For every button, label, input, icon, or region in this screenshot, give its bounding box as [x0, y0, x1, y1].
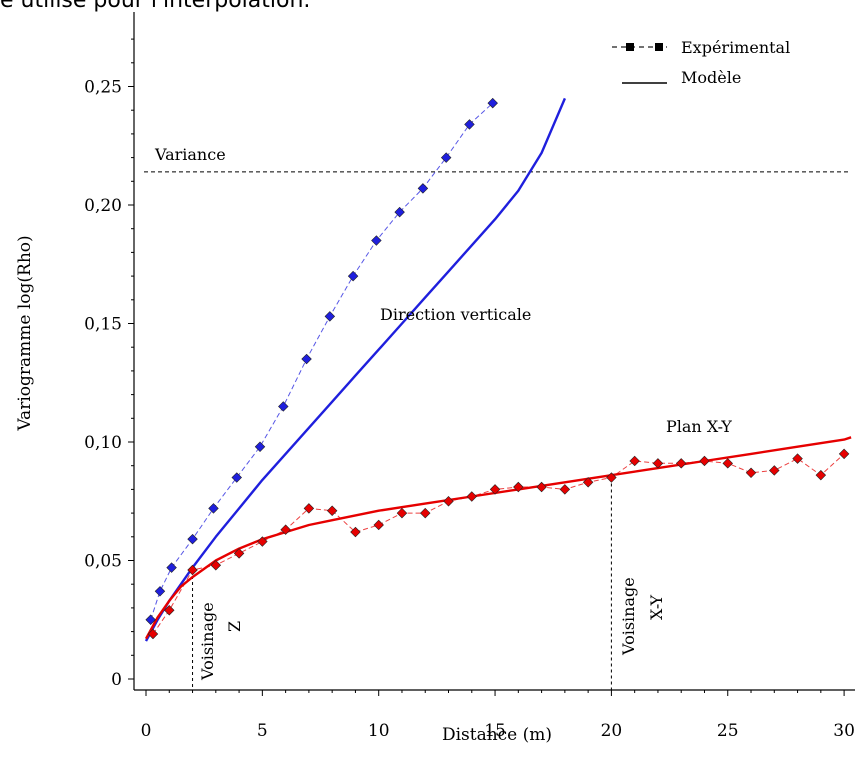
experimental-point-plan-xy — [582, 477, 594, 488]
experimental-point-plan-xy — [373, 519, 384, 531]
voisinage-xy-label: Voisinage — [619, 577, 638, 656]
experimental-point-vertical — [324, 311, 336, 322]
experimental-point-vertical — [278, 401, 289, 412]
model-curve-vertical — [144, 97, 567, 642]
experimental-point-vertical — [487, 97, 498, 109]
x-tick-label: 5 — [257, 721, 268, 741]
x-tick-label: 10 — [368, 721, 390, 741]
model-curves — [144, 97, 852, 642]
y-tick-label: 0,25 — [84, 78, 122, 98]
x-tick-label: 15 — [484, 721, 506, 741]
x-tick-label: 20 — [601, 721, 623, 741]
experimental-point-plan-xy — [420, 507, 431, 519]
y-axis-label: Variogramme log(Rho) — [15, 235, 35, 431]
x-tick-label: 30 — [833, 721, 855, 741]
voisinage-xy-suffix: X-Y — [647, 595, 666, 620]
experimental-point-vertical — [154, 586, 166, 597]
experimental-point-plan-xy — [280, 524, 291, 535]
y-tick-label: 0,05 — [84, 552, 122, 572]
experimental-point-plan-xy — [838, 448, 850, 460]
legend-model-label: Modèle — [681, 68, 741, 87]
experimental-point-vertical — [254, 441, 266, 452]
experimental-line-vertical — [150, 102, 494, 620]
experimental-point-vertical — [187, 533, 198, 545]
legend-experimental-marker — [655, 43, 663, 51]
experimental-point-vertical — [417, 183, 429, 194]
axes: 0 0,05 0,10 0,15 0,20 0,25 0 5 10 15 20 25 30 — [84, 12, 855, 741]
legend-experimental-marker — [626, 43, 634, 51]
voisinage-z-label: Voisinage — [198, 602, 217, 681]
experimental-point-plan-xy — [699, 455, 710, 467]
experimental-point-plan-xy — [559, 484, 571, 495]
experimental-point-plan-xy — [675, 458, 687, 469]
experimental-series — [145, 97, 850, 640]
experimental-line-plan-xy — [152, 453, 845, 635]
experimental-point-plan-xy — [513, 481, 524, 493]
experimental-point-plan-xy — [536, 481, 547, 493]
experimental-point-plan-xy — [629, 455, 640, 467]
experimental-point-plan-xy — [396, 507, 408, 519]
experimental-point-plan-xy — [164, 605, 175, 616]
voisinage-z-suffix: Z — [225, 621, 244, 632]
experimental-point-plan-xy — [792, 453, 803, 464]
x-tick-label: 0 — [141, 721, 152, 741]
experimental-point-plan-xy — [210, 560, 222, 571]
experimental-point-vertical — [145, 614, 156, 625]
y-tick-label: 0,20 — [84, 196, 122, 216]
experimental-point-plan-xy — [466, 491, 478, 502]
experimental-point-plan-xy — [652, 458, 664, 469]
experimental-point-vertical — [208, 503, 219, 514]
experimental-point-plan-xy — [257, 536, 268, 547]
experimental-point-plan-xy — [443, 496, 454, 507]
experimental-point-plan-xy — [606, 472, 617, 483]
experimental-point-plan-xy — [350, 526, 361, 538]
experimental-point-vertical — [347, 270, 359, 282]
x-tick-label: 25 — [717, 721, 739, 741]
experimental-point-vertical — [231, 472, 242, 483]
experimental-point-vertical — [301, 353, 312, 365]
experimental-point-plan-xy — [147, 628, 159, 640]
legend: Expérimental Modèle — [612, 38, 790, 87]
experimental-point-plan-xy — [815, 469, 827, 481]
plan-xy-label: Plan X-Y — [666, 417, 732, 436]
y-tick-label: 0,15 — [84, 315, 122, 335]
experimental-point-vertical — [440, 152, 452, 163]
experimental-point-plan-xy — [233, 548, 245, 559]
cut-off-title: e utilisé pour l'interpolation. — [0, 0, 311, 13]
experimental-point-vertical — [371, 235, 382, 246]
experimental-point-plan-xy — [303, 503, 315, 514]
experimental-point-plan-xy — [745, 467, 757, 479]
legend-experimental-label: Expérimental — [681, 38, 790, 57]
direction-verticale-label: Direction verticale — [380, 305, 531, 324]
experimental-point-plan-xy — [769, 465, 780, 476]
experimental-point-plan-xy — [722, 458, 733, 469]
variance-label: Variance — [154, 145, 226, 164]
reference-lines — [144, 171, 848, 690]
experimental-point-vertical — [166, 562, 177, 573]
experimental-point-plan-xy — [326, 505, 338, 516]
experimental-point-vertical — [394, 206, 405, 218]
experimental-point-plan-xy — [489, 484, 501, 495]
text-labels: Variance Direction verticale Plan X-Y Vo… — [15, 145, 732, 745]
model-curve-plan-xy — [144, 436, 852, 640]
y-tick-label: 0,10 — [84, 433, 122, 453]
x-axis-label: Distance (m) — [442, 725, 552, 745]
y-tick-label: 0 — [111, 670, 122, 690]
experimental-point-plan-xy — [187, 564, 198, 576]
experimental-point-vertical — [464, 119, 475, 130]
